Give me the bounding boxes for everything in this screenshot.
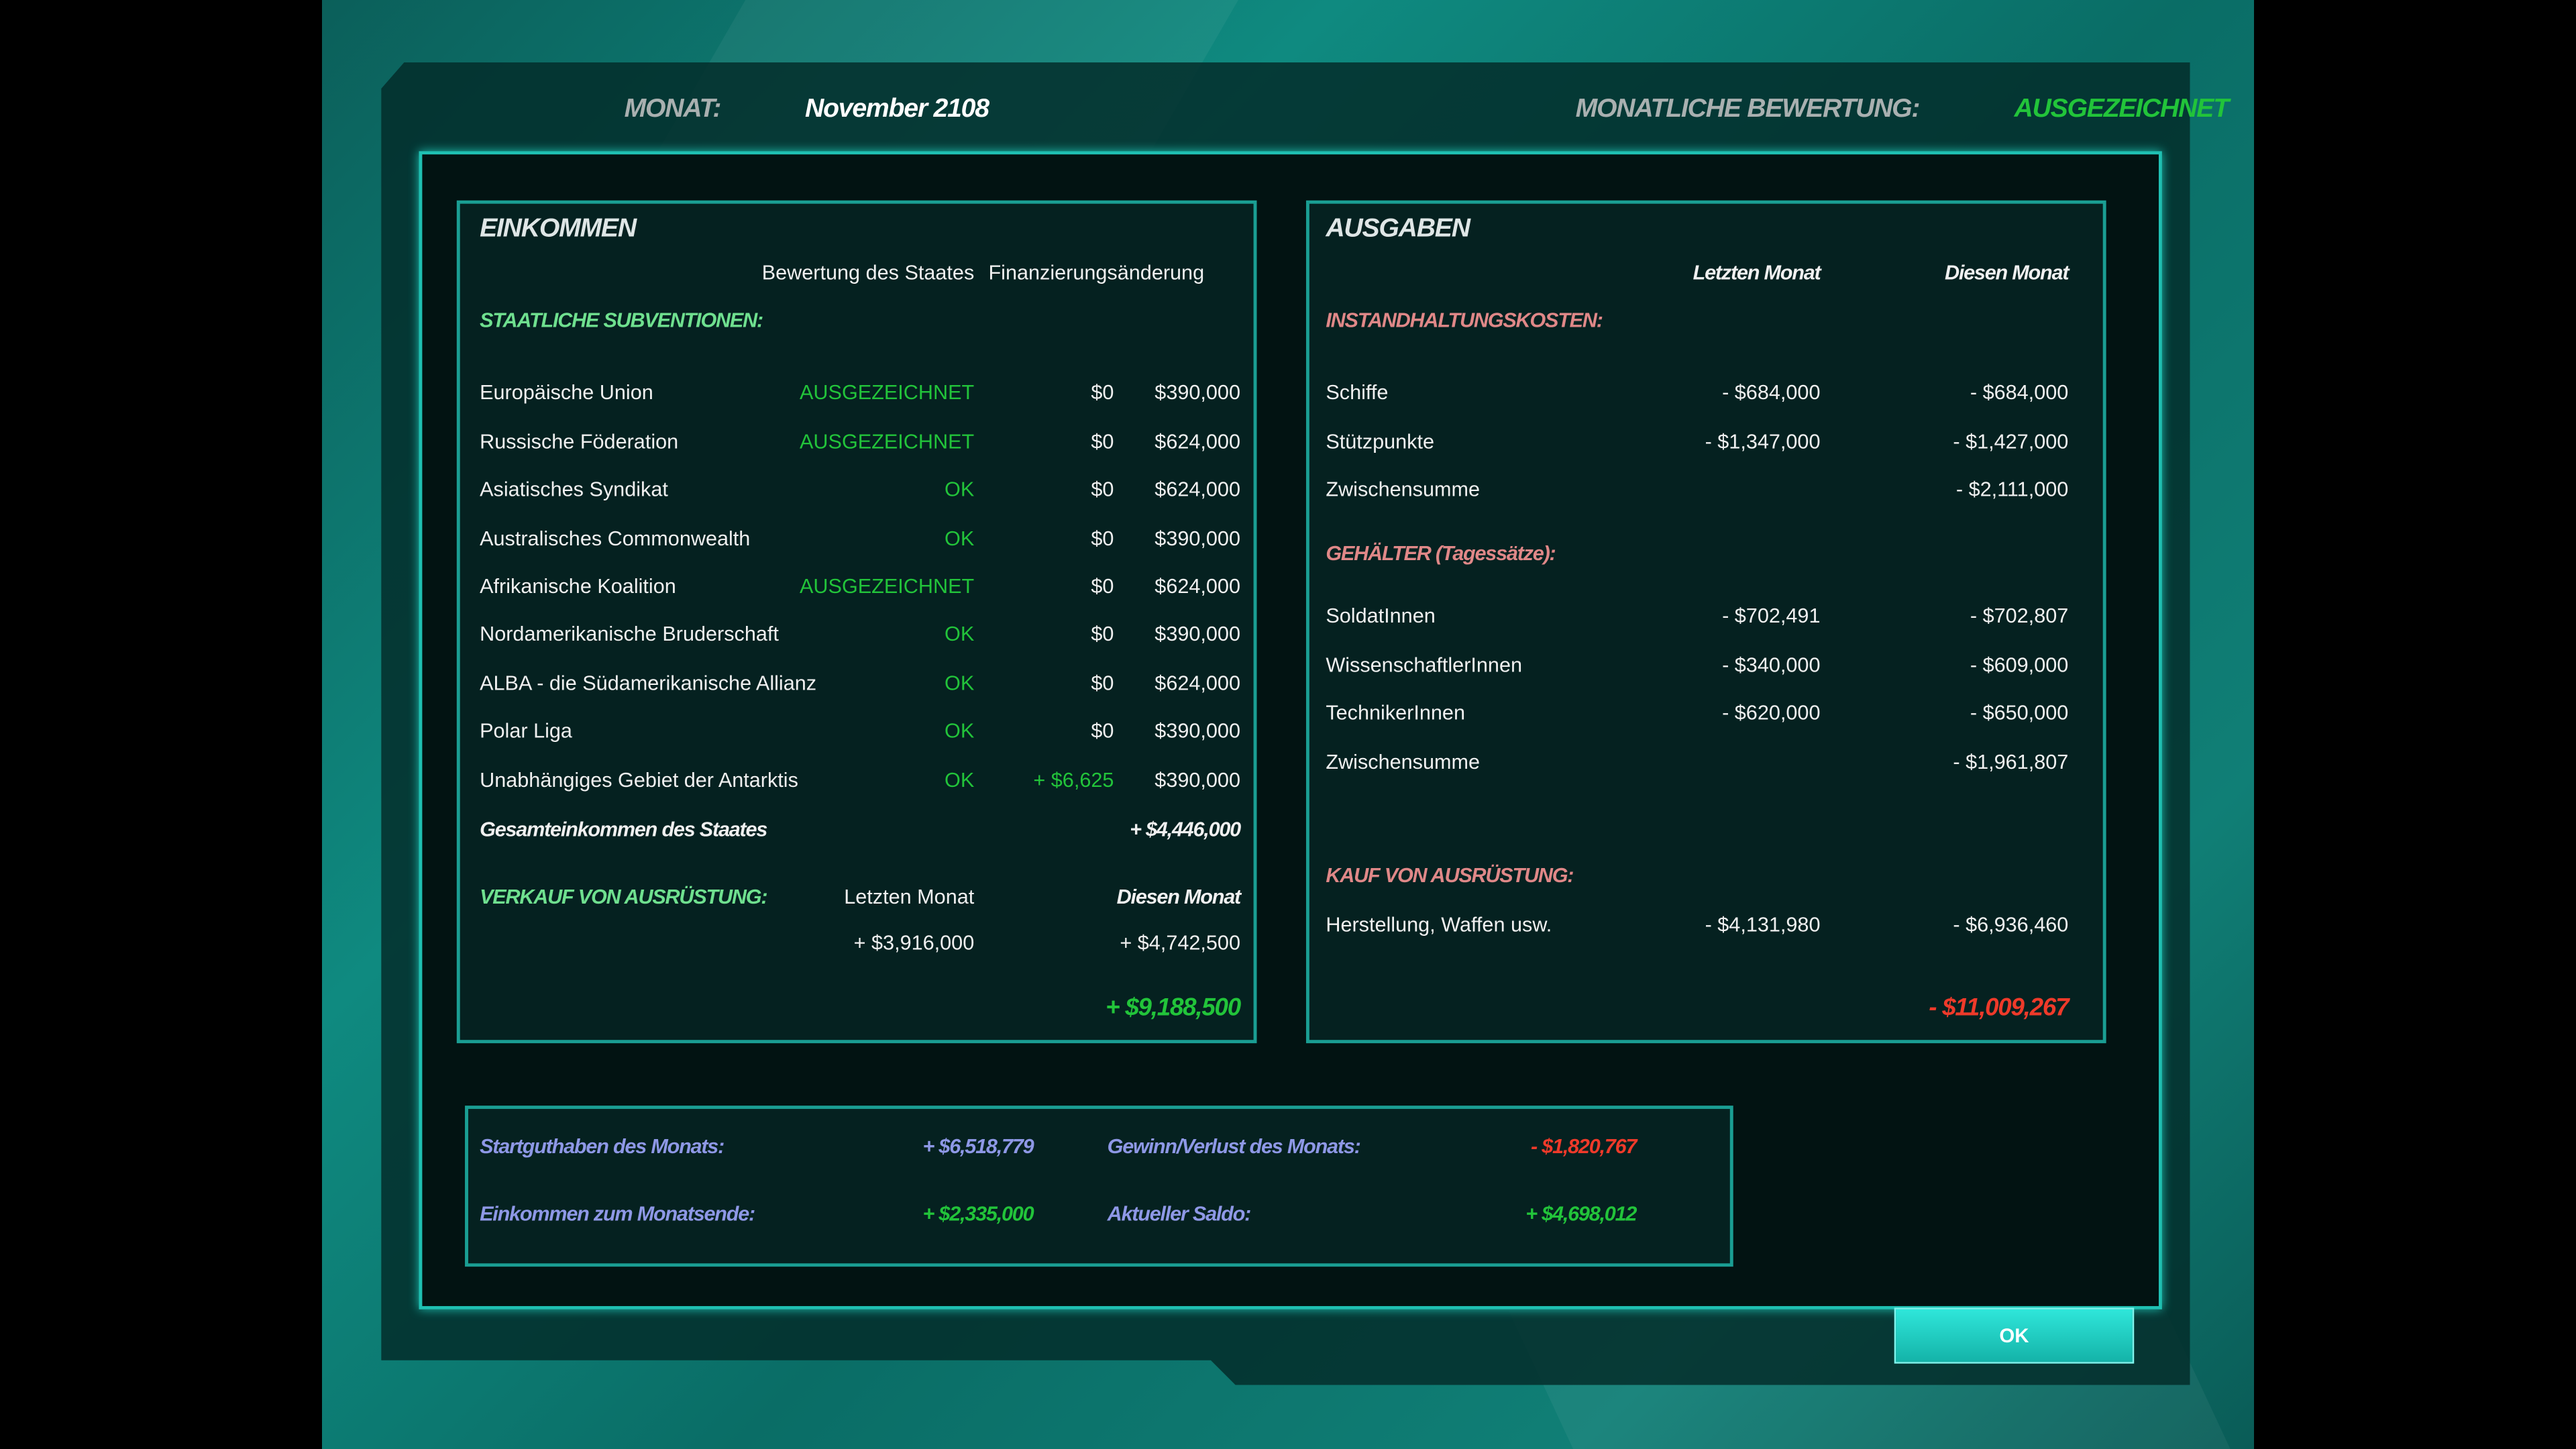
subsidy-amount: $390,000 (1155, 381, 1240, 405)
maintenance-last: - $1,347,000 (1705, 430, 1821, 453)
salaries-this: - $1,961,807 (1953, 751, 2069, 774)
subsidy-change: $0 (1091, 381, 1114, 405)
subsidy-country: Polar Liga (480, 719, 572, 743)
end-income-label: Einkommen zum Monatsende: (480, 1202, 755, 1226)
subsidy-amount: $624,000 (1155, 672, 1240, 695)
rating-value: AUSGEZEICHNET (2014, 95, 2229, 123)
exp-col-last: Letzten Monat (1693, 261, 1821, 284)
subsidy-amount: $390,000 (1155, 527, 1240, 551)
maintenance-item: Schiffe (1326, 381, 1389, 405)
subsidy-rating: OK (945, 527, 975, 551)
maintenance-item: Zwischensumme (1326, 478, 1481, 501)
profit-value: - $1,820,767 (1530, 1135, 1637, 1159)
expenses-title: AUSGABEN (1326, 215, 1470, 244)
salaries-this: - $702,807 (1970, 604, 2069, 628)
salaries-item: TechnikerInnen (1326, 701, 1465, 725)
income-panel (456, 200, 1257, 1044)
subsidy-change: $0 (1091, 430, 1114, 453)
subsidy-rating: AUSGEZEICHNET (800, 575, 975, 598)
salaries-item: WissenschaftlerInnen (1326, 653, 1523, 677)
col-change-header: Finanzierungsänderung (988, 261, 1205, 284)
salaries-this: - $609,000 (1970, 653, 2069, 677)
subsidy-rating: OK (945, 478, 975, 501)
subsidy-rating: OK (945, 719, 975, 743)
sales-col-this: Diesen Monat (1116, 885, 1242, 909)
subsidy-country: Unabhängiges Gebiet der Antarktis (480, 769, 798, 792)
salaries-item: SoldatInnen (1326, 604, 1436, 628)
subsidy-country: Asiatisches Syndikat (480, 478, 668, 501)
income-total-value: + $4,446,000 (1130, 818, 1241, 841)
subsidy-country: Russische Föderation (480, 430, 679, 453)
end-income-value: + $2,335,000 (922, 1202, 1034, 1226)
subsidy-change: $0 (1091, 719, 1114, 743)
subsidy-country: ALBA - die Südamerikanische Allianz (480, 672, 817, 695)
sales-heading: VERKAUF VON AUSRÜSTUNG: (480, 885, 767, 909)
income-title: EINKOMMEN (480, 215, 637, 244)
purchase-name: Herstellung, Waffen usw. (1326, 913, 1552, 936)
balance-value: + $4,698,012 (1525, 1202, 1637, 1226)
purchase-this: - $6,936,460 (1953, 913, 2069, 936)
subsidy-rating: AUSGEZEICHNET (800, 430, 975, 453)
subsidy-country: Afrikanische Koalition (480, 575, 676, 598)
maintenance-this: - $684,000 (1970, 381, 2069, 405)
expenses-grand-total: - $11,009,267 (1929, 994, 2069, 1022)
subsidy-change: $0 (1091, 478, 1114, 501)
summary-panel (465, 1106, 1733, 1267)
expenses-panel (1305, 200, 2106, 1044)
profit-label: Gewinn/Verlust des Monats: (1107, 1135, 1361, 1159)
income-grand-total: + $9,188,500 (1106, 994, 1241, 1022)
maintenance-last: - $684,000 (1722, 381, 1821, 405)
balance-label: Aktueller Saldo: (1107, 1202, 1252, 1226)
start-balance-value: + $6,518,779 (922, 1135, 1034, 1159)
subsidy-country: Europäische Union (480, 381, 653, 405)
exp-col-this: Diesen Monat (1944, 261, 2070, 284)
subsidy-amount: $390,000 (1155, 769, 1240, 792)
salaries-last: - $702,491 (1722, 604, 1821, 628)
sales-this: + $4,742,500 (1120, 931, 1240, 955)
maintenance-heading: INSTANDHALTUNGSKOSTEN: (1326, 309, 1603, 332)
start-balance-label: Startguthaben des Monats: (480, 1135, 724, 1159)
subsidy-change: + $6,625 (1033, 769, 1114, 792)
subsidy-rating: OK (945, 623, 975, 646)
subsidy-amount: $624,000 (1155, 575, 1240, 598)
month-label: MONAT: (624, 95, 722, 123)
purchase-last: - $4,131,980 (1705, 913, 1821, 936)
salaries-last: - $340,000 (1722, 653, 1821, 677)
col-rating-header: Bewertung des Staates (761, 261, 975, 284)
salaries-item: Zwischensumme (1326, 751, 1481, 774)
salaries-last: - $620,000 (1722, 701, 1821, 725)
income-total-label: Gesamteinkommen des Staates (480, 818, 767, 841)
sales-col-last: Letzten Monat (844, 885, 975, 909)
subsidy-change: $0 (1091, 623, 1114, 646)
subsidies-heading: STAATLICHE SUBVENTIONEN: (480, 309, 763, 332)
maintenance-this: - $1,427,000 (1953, 430, 2069, 453)
subsidy-country: Nordamerikanische Bruderschaft (480, 623, 779, 646)
subsidy-change: $0 (1091, 575, 1114, 598)
subsidy-amount: $624,000 (1155, 430, 1240, 453)
subsidy-amount: $390,000 (1155, 719, 1240, 743)
sales-last: + $3,916,000 (853, 931, 975, 955)
rating-label: MONATLICHE BEWERTUNG: (1575, 95, 1921, 123)
subsidy-amount: $624,000 (1155, 478, 1240, 501)
subsidy-amount: $390,000 (1155, 623, 1240, 646)
subsidy-rating: OK (945, 672, 975, 695)
maintenance-this: - $2,111,000 (1955, 478, 2069, 501)
salaries-this: - $650,000 (1970, 701, 2069, 725)
maintenance-item: Stützpunkte (1326, 430, 1435, 453)
purchase-heading: KAUF VON AUSRÜSTUNG: (1326, 864, 1574, 888)
salaries-heading: GEHÄLTER (Tagessätze): (1326, 542, 1556, 566)
subsidy-rating: AUSGEZEICHNET (800, 381, 975, 405)
subsidy-rating: OK (945, 769, 975, 792)
month-value: November 2108 (805, 95, 989, 123)
subsidy-change: $0 (1091, 527, 1114, 551)
subsidy-change: $0 (1091, 672, 1114, 695)
subsidy-country: Australisches Commonwealth (480, 527, 751, 551)
ok-button[interactable]: OK (1894, 1307, 2135, 1364)
